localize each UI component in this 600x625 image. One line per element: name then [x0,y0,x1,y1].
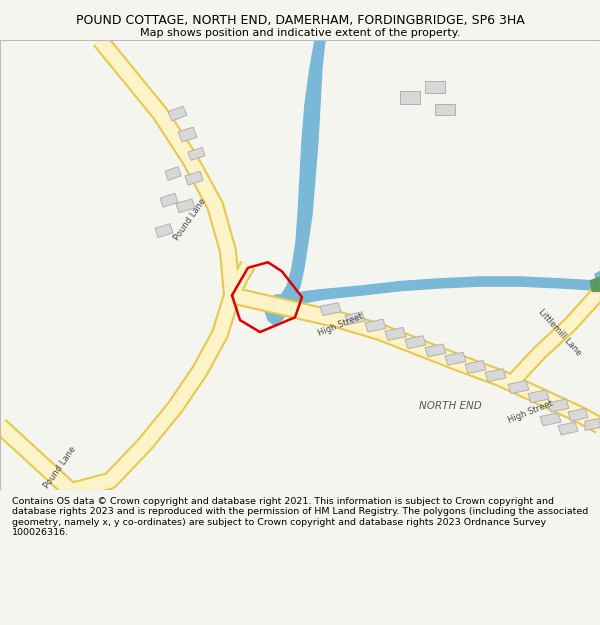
Polygon shape [155,224,173,238]
Polygon shape [445,352,466,365]
Polygon shape [540,413,561,426]
Polygon shape [268,277,600,308]
Polygon shape [160,193,178,207]
Polygon shape [345,312,365,325]
Polygon shape [385,328,406,340]
Polygon shape [485,369,506,382]
Polygon shape [178,127,197,142]
Text: Littlemill Lane: Littlemill Lane [537,307,583,357]
Polygon shape [590,277,600,292]
Text: Map shows position and indicative extent of the property.: Map shows position and indicative extent… [140,28,460,38]
Text: Contains OS data © Crown copyright and database right 2021. This information is : Contains OS data © Crown copyright and d… [12,497,588,538]
Polygon shape [188,148,205,160]
Text: High Street: High Street [506,399,554,425]
Text: POUND COTTAGE, NORTH END, DAMERHAM, FORDINGBRIDGE, SP6 3HA: POUND COTTAGE, NORTH END, DAMERHAM, FORD… [76,14,524,27]
Polygon shape [558,422,578,435]
Polygon shape [548,399,569,412]
Polygon shape [400,91,420,104]
Polygon shape [595,271,600,279]
Polygon shape [568,408,588,421]
Polygon shape [185,171,203,185]
Text: High Street: High Street [316,312,364,338]
Polygon shape [508,381,529,394]
Polygon shape [165,167,181,181]
Polygon shape [176,199,195,212]
Polygon shape [365,319,386,332]
Polygon shape [265,40,325,325]
Polygon shape [425,81,445,93]
Polygon shape [320,302,341,316]
Polygon shape [435,104,455,115]
Text: Pound Lane: Pound Lane [42,444,78,490]
Polygon shape [465,361,486,373]
Text: NORTH END: NORTH END [419,401,481,411]
Polygon shape [528,390,549,402]
Polygon shape [405,336,426,349]
Polygon shape [168,106,187,121]
Polygon shape [425,344,446,357]
Text: Pound Lane: Pound Lane [172,196,208,242]
Polygon shape [585,418,600,430]
